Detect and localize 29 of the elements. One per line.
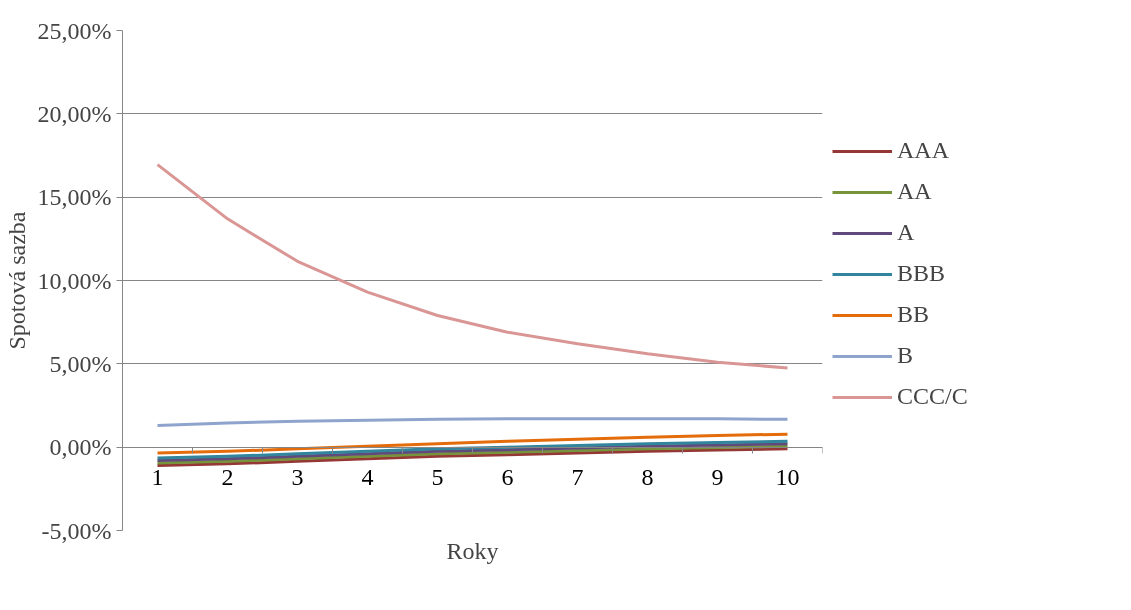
y-tick-label: 20,00% xyxy=(37,100,112,127)
legend-label: AAA xyxy=(897,137,949,164)
x-tick-label: 5 xyxy=(431,463,444,490)
y-tick-label: 10,00% xyxy=(37,267,112,294)
legend-label: A xyxy=(897,219,916,246)
line-series xyxy=(156,417,789,427)
y-tick-label: 5,00% xyxy=(49,350,112,377)
x-tick-label: 4 xyxy=(361,463,374,490)
x-tick-label: 2 xyxy=(221,463,234,490)
x-tick-label: 9 xyxy=(711,463,724,490)
line-series xyxy=(156,163,789,370)
y-tick-label: 25,00% xyxy=(37,17,112,44)
legend-label: B xyxy=(897,342,914,369)
legend-label: BB xyxy=(897,301,930,328)
y-tick-label: 0,00% xyxy=(49,434,112,461)
x-tick-label: 10 xyxy=(775,463,800,490)
x-tick-label: 8 xyxy=(641,463,654,490)
x-axis-title: Roky xyxy=(446,537,499,564)
y-axis-title: Spotová sazba xyxy=(3,211,30,350)
x-tick-label: 6 xyxy=(501,463,514,490)
y-tick-label: -5,00% xyxy=(41,517,112,544)
legend-label: CCC/C xyxy=(897,383,968,410)
legend-label: BBB xyxy=(897,260,946,287)
y-tick-label: 15,00% xyxy=(37,184,112,211)
legend-label: AA xyxy=(897,178,932,205)
line-series xyxy=(156,432,789,455)
x-tick-label: 1 xyxy=(151,463,164,490)
x-tick-label: 7 xyxy=(571,463,584,490)
x-tick-label: 3 xyxy=(291,463,304,490)
